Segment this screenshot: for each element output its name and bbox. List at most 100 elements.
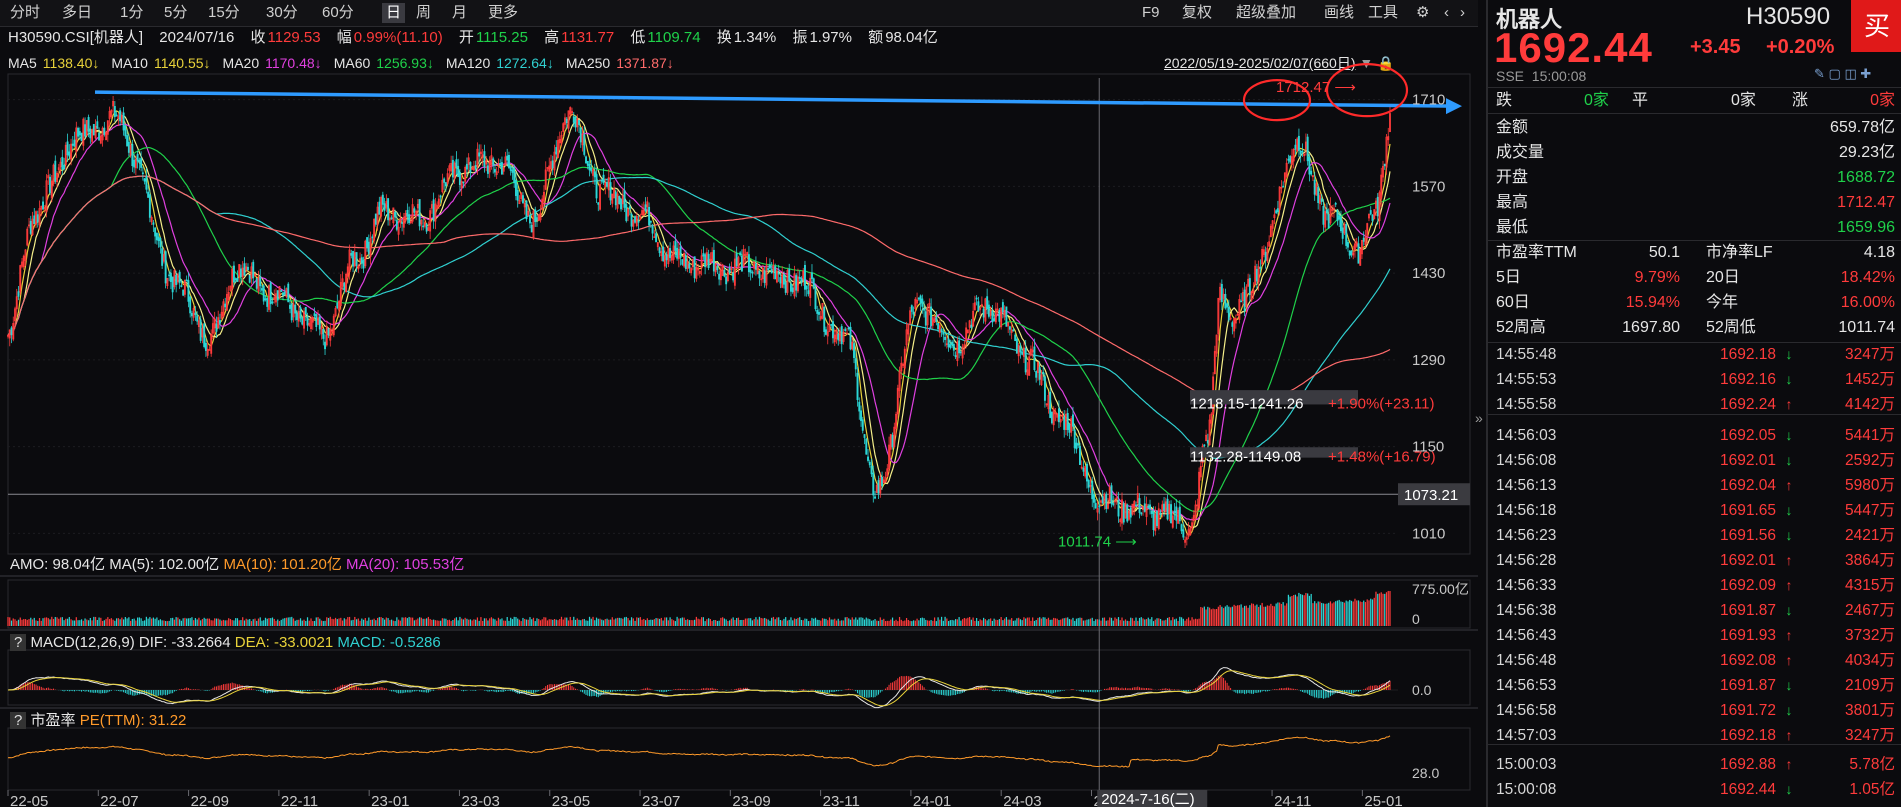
candle-body (1066, 412, 1069, 430)
kline-chart[interactable]: 1712.47 ⟶1011.74 ⟶1218.15-1241.26 +1.90%(… (0, 0, 1480, 807)
period-tab[interactable]: 更多 (488, 4, 519, 21)
candle-body (669, 248, 672, 258)
candle-body (262, 285, 265, 302)
candle-body (8, 329, 11, 339)
chevron-left-icon[interactable]: ‹ (1444, 4, 1449, 21)
candle-body (1131, 503, 1134, 515)
volume-bar (478, 620, 480, 626)
panel-frame (7, 727, 1471, 791)
volume-bar (853, 619, 855, 626)
add-icon[interactable]: ✚ (1860, 66, 1872, 81)
period-tab[interactable]: 60分 (322, 4, 354, 21)
volume-bar (935, 621, 937, 626)
volume-bar (990, 618, 992, 626)
volume-bar (107, 617, 109, 626)
volume-bar (341, 620, 344, 626)
volume-bar (781, 620, 783, 626)
candle-body (7, 335, 9, 337)
volume-bar (1319, 601, 1321, 626)
volume-bar (774, 619, 776, 626)
trade-tick-row: 14:55:53 1692.16 ↓ 1452万 (1496, 367, 1895, 392)
volume-bar (1161, 620, 1163, 626)
period-tab[interactable]: 分时 (10, 4, 41, 21)
quote-stat-row: 开盘 1688.72 (1496, 165, 1895, 190)
volume-bar (567, 620, 570, 626)
candle-body (350, 253, 353, 256)
candle-body (1064, 413, 1067, 430)
toolbar-tool[interactable]: 复权 (1182, 4, 1213, 21)
volume-bar (1114, 617, 1116, 626)
volume-bar (813, 618, 815, 626)
collapse-arrow-icon[interactable]: » (1475, 410, 1483, 426)
period-tab[interactable]: 周 (416, 4, 432, 21)
lock-icon[interactable]: 🔒 (1377, 55, 1395, 71)
candle-body (726, 271, 729, 282)
date-range-link[interactable]: 2022/05/19-2025/02/07(660日) (1164, 55, 1356, 71)
candle-body (98, 132, 101, 141)
toolbar-tool[interactable]: 画线 (1324, 4, 1355, 21)
volume-bar (611, 617, 613, 626)
candle-body (1124, 502, 1127, 519)
window-icon[interactable]: ▢ (1828, 66, 1841, 81)
edit-icon[interactable]: ✎ (1814, 66, 1825, 81)
volume-bar (937, 617, 939, 626)
volume-bar (403, 617, 405, 626)
period-tab[interactable]: 30分 (266, 4, 298, 21)
help-icon[interactable]: ? (10, 634, 27, 651)
period-tab[interactable]: 日 (382, 3, 406, 23)
candle-body (874, 496, 876, 499)
volume-bar (1224, 606, 1226, 626)
candle-body (1122, 503, 1125, 523)
chevron-right-icon[interactable]: › (1460, 4, 1465, 21)
volume-bar (338, 618, 340, 626)
period-tab[interactable]: 多日 (62, 4, 93, 21)
period-tab[interactable]: 5分 (164, 4, 188, 21)
candle-body (1271, 220, 1274, 229)
toolbar-tool[interactable]: 超级叠加 (1236, 4, 1297, 21)
candle-body (895, 413, 898, 429)
candle-body (1250, 291, 1253, 301)
volume-bar (1135, 617, 1137, 626)
candle-body (912, 311, 915, 315)
buy-button[interactable]: 买 (1851, 0, 1901, 52)
volume-bar (802, 620, 804, 626)
restore-icon[interactable]: ◫ (1844, 66, 1857, 81)
tick-price: 1691.72 (1719, 702, 1776, 719)
volume-bar (1201, 607, 1204, 626)
candle-body (1008, 326, 1011, 330)
volume-bar (1228, 606, 1230, 626)
candle-body (1049, 391, 1052, 418)
candle-body (77, 127, 80, 137)
candle-body (812, 278, 815, 289)
volume-bar (1154, 619, 1156, 626)
toolbar-tool[interactable]: F9 (1142, 4, 1160, 21)
volume-bar (285, 617, 288, 626)
volume-bar (771, 617, 773, 626)
gear-icon[interactable]: ⚙ (1416, 4, 1430, 21)
volume-bar (324, 620, 326, 626)
help-icon[interactable]: ? (10, 712, 27, 729)
dropdown-triangle-icon[interactable]: ▼ (1359, 55, 1374, 71)
candle-body (1385, 136, 1388, 168)
date-range-row: 2022/05/19-2025/02/07(660日) ▼ 🔒 (1164, 52, 1395, 74)
period-tab[interactable]: 月 (452, 4, 468, 21)
candle-body (185, 279, 188, 282)
period-tab[interactable]: 1分 (120, 4, 144, 21)
candle-body (1306, 136, 1309, 162)
candle-body (14, 308, 16, 322)
candle-body (395, 220, 398, 230)
volume-bar (87, 620, 90, 626)
tick-volume: 2467万 (1845, 602, 1895, 619)
candle-body (877, 480, 880, 494)
toolbar-tool[interactable]: 工具 (1368, 4, 1399, 21)
date-tick-label: 24-03 (1003, 793, 1041, 807)
candle-body (469, 162, 472, 173)
period-tab[interactable]: 15分 (208, 4, 240, 21)
candle-body (789, 283, 792, 292)
volume-bar (383, 619, 386, 626)
volume-bar (476, 617, 479, 626)
volume-bar (513, 616, 515, 626)
ma-label: MA5 (8, 55, 37, 71)
volume-bar (1032, 617, 1034, 626)
volume-bar (361, 618, 363, 626)
